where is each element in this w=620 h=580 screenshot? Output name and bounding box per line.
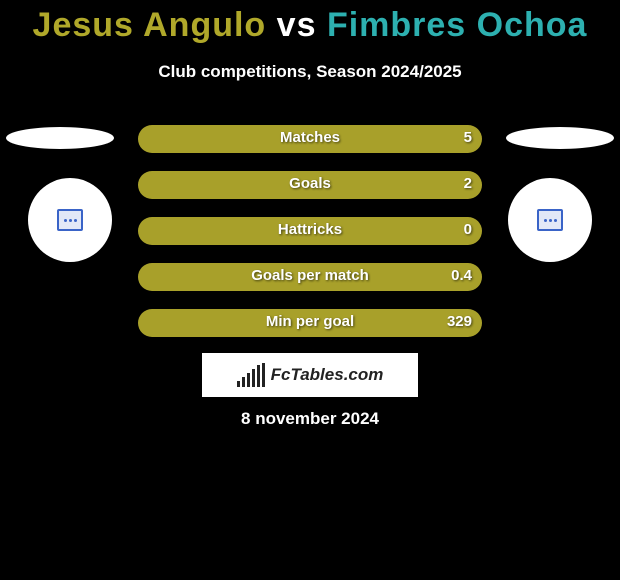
vs-text: vs — [277, 6, 317, 44]
stat-row: Matches5 — [138, 125, 482, 153]
logo-text: FcTables.com — [271, 365, 384, 385]
stat-label: Matches — [138, 129, 482, 146]
date-text: 8 november 2024 — [0, 409, 620, 429]
stat-row: Min per goal329 — [138, 309, 482, 337]
stat-label: Hattricks — [138, 221, 482, 238]
stat-row: Goals2 — [138, 171, 482, 199]
left-badge-icon — [57, 209, 83, 231]
player1-name: Jesus Angulo — [33, 6, 267, 44]
stat-label: Goals per match — [138, 267, 482, 284]
stat-value-right: 0 — [464, 221, 472, 238]
player2-name: Fimbres Ochoa — [327, 6, 588, 44]
stat-label: Goals — [138, 175, 482, 192]
right-badge-icon — [537, 209, 563, 231]
right-ellipse — [506, 127, 614, 149]
stat-row: Goals per match0.4 — [138, 263, 482, 291]
left-ellipse — [6, 127, 114, 149]
page-title: Jesus Angulo vs Fimbres Ochoa — [0, 6, 620, 45]
stat-label: Min per goal — [138, 313, 482, 330]
fctables-logo: FcTables.com — [202, 353, 418, 397]
stat-rows: Matches5Goals2Hattricks0Goals per match0… — [138, 125, 482, 355]
left-avatar-circle — [28, 178, 112, 262]
stat-value-right: 2 — [464, 175, 472, 192]
stat-row: Hattricks0 — [138, 217, 482, 245]
stat-value-right: 329 — [447, 313, 472, 330]
right-avatar-circle — [508, 178, 592, 262]
logo-bars-icon — [237, 363, 265, 387]
stat-value-right: 5 — [464, 129, 472, 146]
subtitle: Club competitions, Season 2024/2025 — [0, 62, 620, 82]
stat-value-right: 0.4 — [451, 267, 472, 284]
